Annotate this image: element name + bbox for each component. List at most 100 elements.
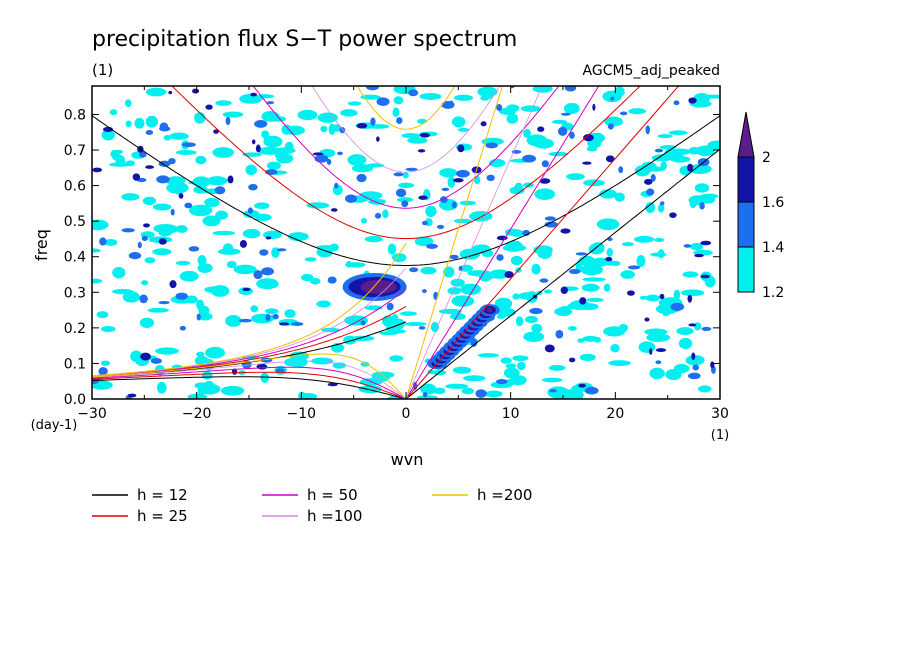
spectrum-cell — [92, 278, 103, 284]
spectrum-cell — [175, 225, 188, 233]
spectrum-cell — [134, 117, 145, 129]
spectrum-cell — [569, 131, 575, 139]
spectrum-cell — [147, 307, 169, 313]
y-tick-label: 0.0 — [64, 392, 86, 408]
spectrum-cell — [694, 183, 710, 193]
spectrum-cell — [451, 201, 457, 209]
spectrum-cell — [204, 197, 220, 208]
spectrum-cell — [568, 269, 581, 275]
y-tick-label: 0.7 — [64, 143, 86, 159]
spectrum-cell — [271, 116, 287, 122]
spectrum-cell — [669, 212, 677, 219]
spectrum-cell — [327, 276, 337, 284]
spectrum-cell — [532, 86, 553, 93]
spectrum-cell — [522, 154, 537, 163]
spectrum-cell — [496, 235, 508, 241]
spectrum-cell — [658, 203, 665, 213]
spectrum-cell — [462, 375, 486, 382]
spectrum-cell — [645, 202, 656, 213]
spectrum-cell — [459, 264, 474, 272]
spectrum-cell — [168, 157, 176, 165]
spectrum-cell — [580, 264, 603, 276]
spectrum-cell — [265, 308, 279, 315]
spectrum-cell — [451, 295, 475, 307]
spectrum-cell — [449, 312, 466, 321]
spectrum-cell — [168, 184, 176, 194]
spectrum-cell — [320, 125, 328, 133]
spectrum-cell — [279, 322, 290, 326]
spectrum-cell — [481, 137, 504, 146]
spectrum-cell — [482, 274, 494, 280]
spectrum-cell — [592, 103, 596, 111]
spectrum-cell — [109, 109, 118, 116]
spectrum-cell — [254, 119, 268, 128]
spectrum-cell — [266, 101, 275, 105]
spectrum-cell — [510, 229, 524, 237]
x-tick-label: −30 — [77, 406, 107, 422]
spectrum-cell — [289, 351, 309, 361]
spectrum-cell — [447, 287, 462, 295]
spectrum-cell — [604, 116, 623, 127]
spectrum-cell — [98, 367, 108, 376]
spectrum-cell — [563, 389, 584, 399]
spectrum-cell — [531, 263, 541, 275]
spectrum-cell — [399, 311, 417, 316]
spectrum-cell — [582, 161, 592, 165]
spectrum-peak — [360, 279, 397, 294]
spectrum-cell — [337, 151, 343, 156]
spectrum-cell — [255, 94, 275, 99]
spectrum-cell — [417, 149, 426, 153]
dispersion-line — [92, 242, 407, 377]
spectrum-cell — [92, 248, 101, 253]
spectrum-cell — [421, 220, 428, 226]
spectrum-cell — [646, 188, 655, 196]
spectrum-cell — [392, 318, 405, 330]
colorbar-swatch — [737, 201, 755, 248]
spectrum-cell — [114, 149, 123, 154]
dispersion-line — [92, 376, 404, 399]
spectrum-cell — [150, 358, 163, 364]
spectrum-cell — [360, 217, 368, 224]
spectrum-cell — [559, 306, 572, 311]
spectrum-cell — [169, 132, 189, 140]
spectrum-cell — [670, 302, 685, 311]
colorbar-label: 1.4 — [762, 240, 784, 256]
spectrum-cell — [175, 260, 191, 266]
spectrum-cell — [155, 347, 179, 355]
spectrum-cell — [168, 90, 173, 95]
spectrum-cell — [226, 260, 237, 269]
spectrum-cell — [139, 317, 155, 329]
spectrum-cell — [317, 112, 338, 123]
spectrum-cell — [700, 240, 712, 246]
spectrum-cell — [360, 361, 370, 367]
spectrum-cell — [360, 320, 366, 326]
spectrum-cell — [541, 377, 563, 383]
spectrum-cell — [414, 236, 434, 247]
spectrum-cell — [693, 322, 702, 331]
dispersion-line — [405, 86, 600, 399]
spectrum-cell — [214, 186, 226, 195]
dispersion-line — [92, 288, 407, 377]
spectrum-cell — [145, 115, 159, 128]
spectrum-cell — [260, 372, 270, 383]
spectrum-cell — [691, 352, 696, 360]
spectrum-cell — [356, 173, 367, 183]
spectrum-cell — [145, 87, 167, 97]
spectrum-cell — [489, 269, 510, 279]
spectrum-cell — [496, 104, 503, 111]
spectrum-cell — [393, 96, 404, 105]
y-tick-label: 0.8 — [64, 107, 86, 123]
y-unit-label: (day-1) — [31, 418, 78, 433]
spectrum-cell — [350, 335, 375, 342]
spectrum-cell — [284, 141, 294, 152]
spectrum-cell — [608, 360, 631, 366]
spectrum-cell — [450, 278, 465, 287]
spectrum-cell — [197, 383, 221, 395]
spectrum-cell — [678, 337, 693, 350]
spectrum-cell — [347, 154, 367, 166]
dispersion-line — [171, 86, 641, 240]
spectrum-cell — [515, 316, 524, 327]
spectrum-cell — [326, 158, 332, 165]
spectrum-cell — [549, 389, 557, 393]
